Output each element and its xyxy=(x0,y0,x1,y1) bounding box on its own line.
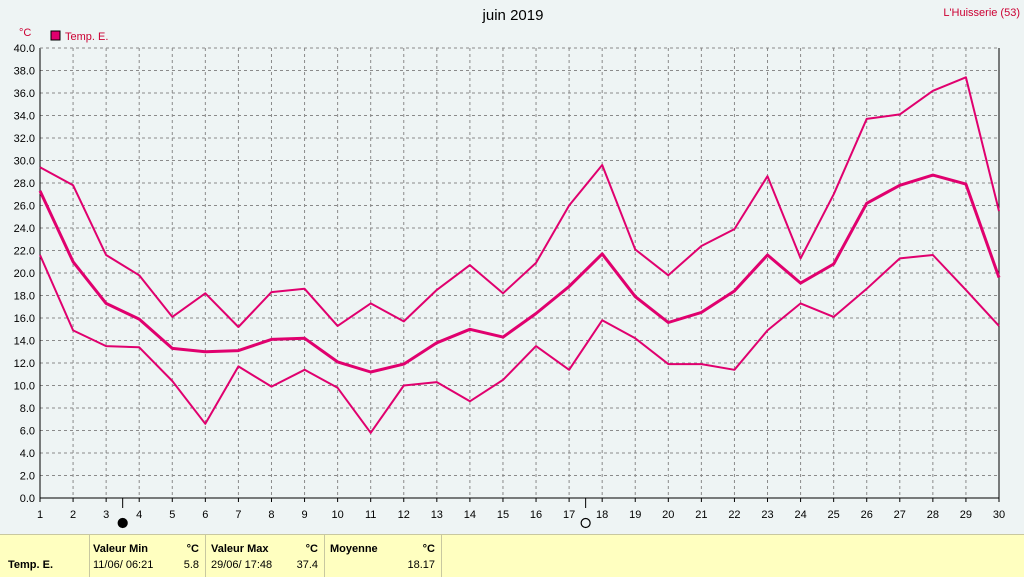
y-tick-labels: 0.0 2.0 4.0 6.0 8.0 10.0 12.0 14.0 16.0 18.0 20.0 2… xyxy=(14,43,35,505)
new-moon-icon xyxy=(117,517,128,529)
x-tick-label: 29 xyxy=(960,509,972,521)
y-tick-label: 14.0 xyxy=(14,336,35,348)
y-tick-label: 10.0 xyxy=(14,381,35,393)
summary-mean-cell: Moyenne °C 18.17 xyxy=(325,535,442,577)
summary-min-cell: Valeur Min °C 11/06/ 06:21 5.8 xyxy=(89,535,206,577)
mean-unit: °C xyxy=(422,543,435,555)
max-datetime: 29/06/ 17:48 xyxy=(211,559,273,571)
moon-phases xyxy=(117,498,591,529)
x-tick-label: 13 xyxy=(431,509,443,521)
y-tick-label: 6.0 xyxy=(20,426,35,438)
y-tick-label: 22.0 xyxy=(14,246,35,258)
grid xyxy=(40,48,999,498)
mean-header: Moyenne xyxy=(330,543,378,555)
series-line-mean xyxy=(38,173,1001,374)
y-tick-label: 8.0 xyxy=(20,403,35,415)
x-tick-label: 28 xyxy=(927,509,939,521)
x-tick-label: 8 xyxy=(268,509,274,521)
min-unit: °C xyxy=(186,543,199,555)
plot-area xyxy=(40,48,999,498)
x-tick-label: 12 xyxy=(398,509,410,521)
x-tick-label: 6 xyxy=(202,509,208,521)
y-tick-label: 32.0 xyxy=(14,133,35,145)
temperature-chart: juin 2019 L'Huisserie (53) °C Temp. E. 0… xyxy=(14,7,1020,529)
y-tick-label: 20.0 xyxy=(14,268,35,280)
x-tick-label: 2 xyxy=(70,509,76,521)
x-tick-label: 26 xyxy=(861,509,873,521)
y-tick-label: 28.0 xyxy=(14,178,35,190)
y-tick-label: 26.0 xyxy=(14,201,35,213)
summary-row-label: Temp. E. xyxy=(8,559,54,571)
series-line-min xyxy=(39,254,1000,434)
x-tick-label: 30 xyxy=(993,509,1005,521)
x-tick-label: 1 xyxy=(37,509,43,521)
y-tick-label: 0.0 xyxy=(20,493,35,505)
x-tick-labels: 1 2 3 4 5 6 7 8 9 10 11 12 13 14 15 16 17 18 19 20 21 22 23 24 2… xyxy=(37,509,1005,521)
x-tick-label: 7 xyxy=(235,509,241,521)
mean-value: 18.17 xyxy=(407,559,435,571)
y-tick-label: 16.0 xyxy=(14,313,35,325)
y-tick-label: 38.0 xyxy=(14,66,35,78)
x-tick-label: 16 xyxy=(530,509,542,521)
x-tick-label: 5 xyxy=(169,509,175,521)
series-lines xyxy=(38,76,1001,434)
legend-swatch xyxy=(50,30,61,41)
x-tick-label: 23 xyxy=(761,509,773,521)
x-tick-label: 25 xyxy=(828,509,840,521)
x-tick-label: 14 xyxy=(464,509,476,521)
x-tick-label: 20 xyxy=(662,509,674,521)
max-header: Valeur Max xyxy=(211,543,269,555)
y-tick-label: 34.0 xyxy=(14,111,35,123)
min-datetime: 11/06/ 06:21 xyxy=(93,559,154,571)
axes xyxy=(39,47,1000,502)
x-tick-label: 22 xyxy=(728,509,740,521)
summary-label-cell: Temp. E. xyxy=(0,535,90,577)
y-tick-label: 2.0 xyxy=(20,471,35,483)
legend-label: Temp. E. xyxy=(65,31,108,43)
max-unit: °C xyxy=(305,543,318,555)
x-tick-label: 15 xyxy=(497,509,509,521)
x-tick-label: 18 xyxy=(596,509,608,521)
x-tick-label: 9 xyxy=(301,509,307,521)
x-tick-label: 3 xyxy=(103,509,109,521)
y-tick-label: 40.0 xyxy=(14,43,35,55)
y-tick-label: 18.0 xyxy=(14,291,35,303)
x-tick-label: 21 xyxy=(695,509,707,521)
y-axis-unit: °C xyxy=(19,27,31,39)
series-line-max xyxy=(39,76,1000,328)
station-name: L'Huisserie (53) xyxy=(943,7,1020,19)
summary-max-cell: Valeur Max °C 29/06/ 17:48 37.4 xyxy=(206,535,325,577)
x-tick-label: 24 xyxy=(794,509,806,521)
x-tick-label: 11 xyxy=(365,509,376,521)
x-tick-label: 4 xyxy=(136,509,142,521)
y-tick-label: 24.0 xyxy=(14,223,35,235)
y-tick-label: 30.0 xyxy=(14,156,35,168)
x-tick-label: 17 xyxy=(563,509,575,521)
full-moon-icon xyxy=(580,517,591,529)
y-tick-label: 12.0 xyxy=(14,358,35,370)
max-value: 37.4 xyxy=(296,559,318,571)
x-tick-label: 27 xyxy=(894,509,906,521)
chart-title: juin 2019 xyxy=(482,7,544,24)
y-tick-label: 36.0 xyxy=(14,88,35,100)
summary-panel: Temp. E. Valeur Min °C 11/06/ 06:21 5.8 … xyxy=(0,534,1024,577)
x-tick-label: 19 xyxy=(629,509,641,521)
min-value: 5.8 xyxy=(183,559,199,571)
y-tick-label: 4.0 xyxy=(20,448,35,460)
x-tick-label: 10 xyxy=(331,509,343,521)
min-header: Valeur Min xyxy=(93,543,149,555)
